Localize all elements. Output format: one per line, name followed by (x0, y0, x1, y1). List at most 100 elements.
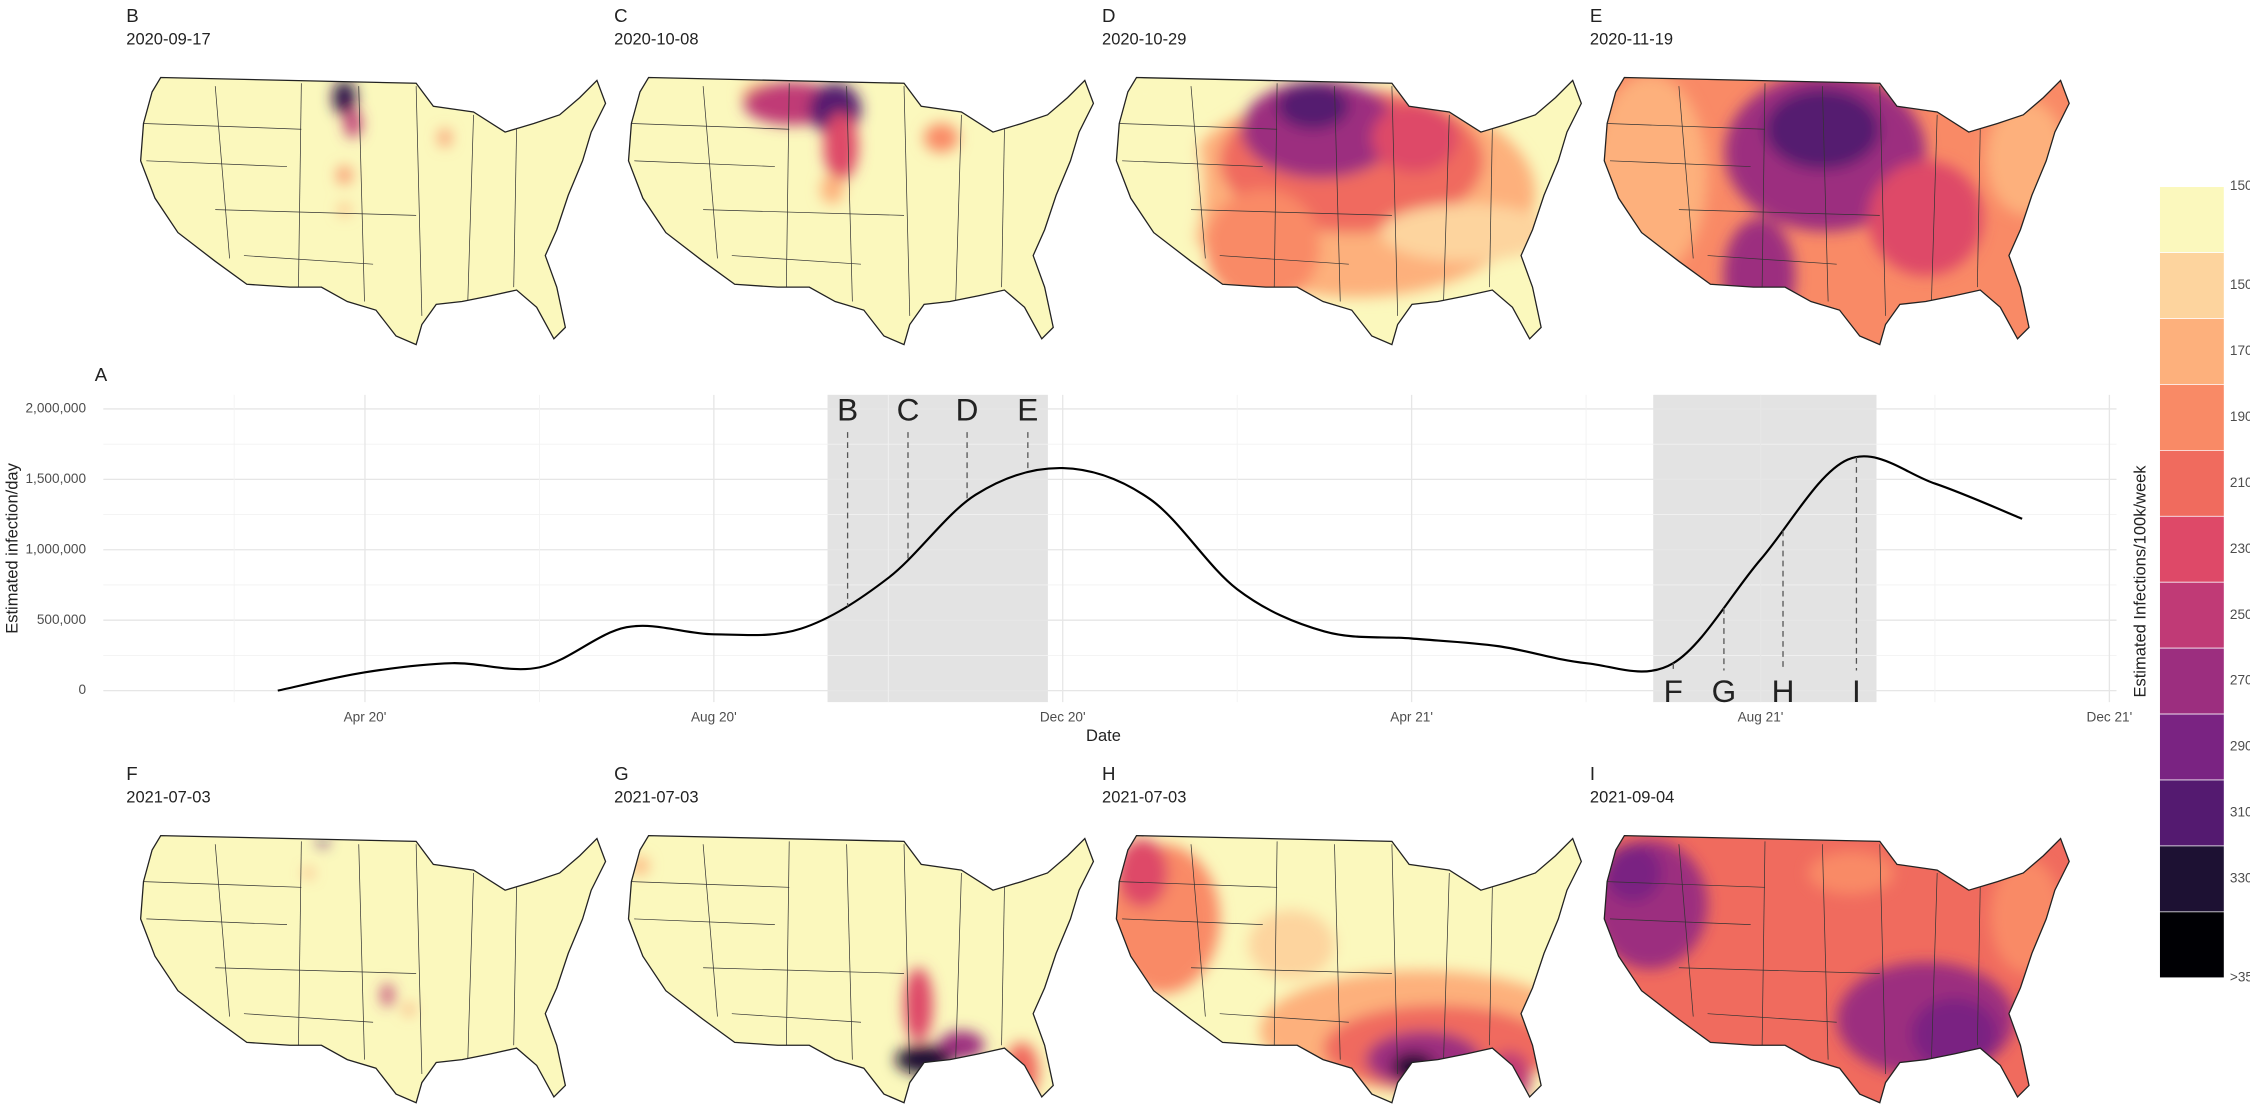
colorbar-label: 170 (2230, 343, 2250, 358)
state-line (1879, 844, 1886, 1074)
colorbar-swatch (2159, 515, 2225, 583)
marker-label: H (1772, 673, 1795, 709)
state-line (1489, 887, 1493, 1046)
state-line (1761, 841, 1766, 1046)
map-region (338, 203, 351, 216)
state-line (703, 967, 905, 974)
panel-label: F (126, 763, 137, 784)
state-line (1119, 123, 1278, 130)
colorbar-label: 230 (2230, 541, 2250, 556)
panel-date: 2020-10-08 (614, 31, 698, 49)
x-tick-label: Dec 21' (2086, 709, 2132, 724)
state-line (298, 83, 302, 288)
map-fill (628, 835, 1094, 1103)
state-line (243, 255, 374, 265)
colorbar-label: 150 (2230, 277, 2250, 292)
map (1603, 834, 2070, 1104)
colorbar-swatch (2159, 713, 2225, 781)
map-base (628, 77, 1094, 345)
map-base (140, 77, 606, 345)
state-lines (1119, 83, 1493, 316)
state-line (1219, 1013, 1349, 1023)
x-tick-label: Apr 21' (1390, 709, 1433, 724)
marker-label: B (837, 391, 858, 427)
map-fill (1604, 77, 2070, 345)
map-region (1248, 910, 1335, 980)
state-line (1001, 129, 1005, 288)
map-region (1985, 100, 2067, 216)
panel-date: 2021-07-03 (614, 789, 698, 807)
map-base (140, 835, 606, 1103)
panel-date: 2020-09-17 (126, 31, 210, 49)
x-axis-title: Date (1086, 727, 1121, 745)
state-line (1489, 129, 1493, 288)
state-line (1931, 114, 1938, 302)
map-region (337, 166, 352, 184)
map (1115, 834, 1583, 1104)
map-region (1116, 78, 1203, 295)
map-region (1116, 838, 1169, 908)
state-line (298, 841, 302, 1046)
state-line (1001, 887, 1005, 1046)
map-region (1277, 83, 1349, 130)
map-fill (140, 835, 606, 1103)
state-line (1334, 844, 1341, 1060)
colorbar-label: 250 (2230, 607, 2250, 622)
colorbar-label: 270 (2230, 673, 2250, 688)
state-line (1443, 114, 1450, 302)
map-region (404, 1003, 414, 1016)
state-line (215, 209, 417, 216)
state-line (703, 209, 905, 216)
state-line (1822, 86, 1829, 302)
grid (103, 394, 2117, 703)
map-region (332, 80, 356, 115)
state-line (785, 841, 790, 1046)
map-region (381, 983, 394, 1007)
state-line (1273, 841, 1278, 1046)
state-lines (143, 841, 517, 1074)
state-lines (1119, 841, 1493, 1074)
map-region (823, 111, 859, 181)
colorbar-swatch (2159, 450, 2225, 517)
state-line (1119, 881, 1278, 888)
panel-date: 2021-09-04 (1590, 789, 1674, 807)
state-line (1190, 844, 1206, 1017)
y-tick-label: 1,500,000 (25, 471, 86, 486)
colorbar-label: 190 (2230, 409, 2250, 424)
map-region (1723, 218, 1796, 334)
y-tick-label: 500,000 (37, 612, 87, 627)
y-tick-label: 0 (79, 682, 87, 697)
map-region (1764, 89, 1880, 170)
colorbar-swatch (2159, 252, 2225, 319)
map (139, 76, 607, 346)
y-axis-title: Estimated infection/day (3, 462, 21, 633)
state-line (415, 844, 423, 1074)
state-line (903, 86, 911, 316)
state-line (634, 918, 775, 926)
colorbar-swatch (2159, 779, 2225, 847)
panel-label: H (1102, 763, 1115, 784)
state-line (1707, 255, 1837, 265)
state-line (1607, 123, 1766, 130)
map (1115, 76, 1583, 346)
state-line (1678, 967, 1880, 974)
panel-label: E (1590, 5, 1602, 26)
panel-date: 2020-11-19 (1590, 31, 1673, 49)
state-line (1822, 844, 1829, 1060)
state-line (1678, 86, 1694, 259)
map-regions (1604, 839, 2063, 1077)
state-line (702, 844, 718, 1017)
state-line (513, 887, 517, 1046)
state-line (631, 881, 790, 888)
state-line (1122, 160, 1263, 167)
panel-label: G (614, 763, 628, 784)
map (1603, 76, 2070, 346)
map-region (318, 835, 328, 848)
colorbar-swatch (2159, 581, 2225, 649)
map-region (304, 868, 313, 878)
map-region (1808, 851, 1895, 895)
state-line (1879, 86, 1886, 316)
state-line (1977, 129, 1981, 288)
line (277, 455, 2023, 692)
state-line (358, 844, 365, 1060)
